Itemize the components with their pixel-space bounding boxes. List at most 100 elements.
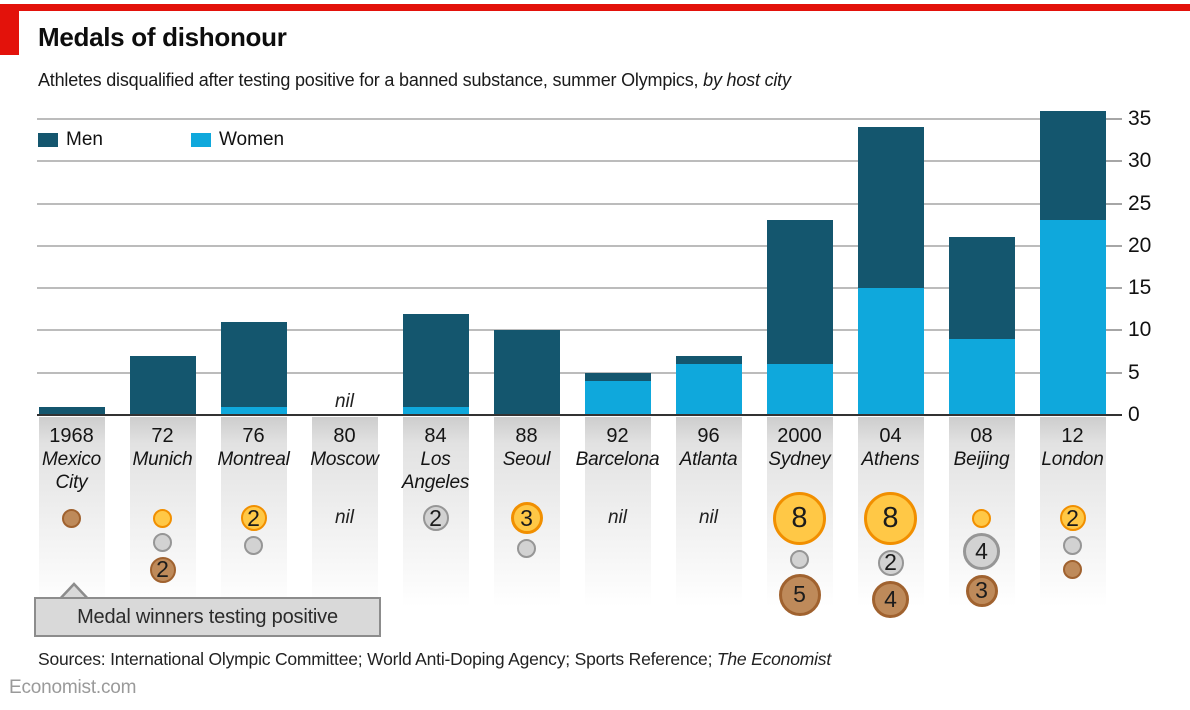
x-label-year: 04: [879, 425, 902, 447]
bar-men-segment: [584, 372, 651, 382]
medal-circle-silver-count: 2: [877, 549, 904, 576]
x-label-city: Angeles: [401, 472, 470, 493]
medal-circle-gold: [972, 508, 991, 528]
subtitle-byline: by host city: [703, 70, 791, 90]
x-axis-label: 1968 Mexico City: [7, 425, 137, 494]
red-top-rule: [0, 4, 1190, 11]
medal-circle-bronze: [1063, 560, 1082, 579]
x-label-year: 88: [515, 425, 538, 447]
x-label-year: 92: [606, 425, 629, 447]
medal-callout-arrow: [57, 582, 91, 601]
y-tick-label: 20: [1128, 233, 1152, 257]
x-axis-label: 2000 Sydney: [735, 425, 865, 471]
y-axis-tick: [1105, 329, 1122, 332]
column-band: [311, 417, 378, 607]
bar-women-segment: [948, 338, 1015, 415]
x-label-city: Seoul: [502, 449, 551, 470]
y-axis-tick: [1105, 287, 1122, 290]
column-band: [675, 417, 742, 607]
y-axis-tick: [1105, 371, 1122, 374]
bar-women-segment: [766, 364, 833, 415]
economist-red-logo-tab: [0, 4, 19, 55]
y-axis-tick: [1105, 118, 1122, 120]
bar-men-segment: [948, 237, 1015, 339]
x-axis-line: [37, 414, 1113, 416]
x-axis-label: 04 Athens: [826, 425, 956, 471]
y-tick-label: 0: [1128, 403, 1140, 426]
medal-nil-label: nil: [698, 507, 718, 528]
x-label-city: Mexico: [42, 449, 101, 470]
bar-men-segment: [1039, 110, 1106, 221]
legend-swatch-men: [38, 133, 58, 147]
x-axis-label: 80 Moscow: [280, 425, 410, 471]
y-tick-label: 25: [1128, 191, 1152, 215]
x-label-city: Munich: [132, 449, 193, 470]
sources-economist: The Economist: [716, 649, 832, 669]
x-label-city: London: [1041, 449, 1104, 470]
x-label-city: Atlanta: [679, 449, 738, 470]
page-title: Medals of dishonour: [38, 22, 287, 52]
x-label-city: Montreal: [217, 449, 290, 470]
x-label-year: 08: [970, 425, 993, 447]
medal-circle-gold-count: 2: [1059, 505, 1086, 531]
bar-men-segment: [402, 313, 469, 407]
y-axis-tick: [1105, 160, 1122, 163]
legend-label-women: Women: [218, 129, 285, 150]
bar-men-segment: [129, 355, 196, 415]
y-axis-tick: [1105, 244, 1122, 247]
x-axis-label: 76 Montreal: [189, 425, 319, 471]
bar-men-segment: [675, 355, 742, 365]
bar-men-segment: [220, 321, 287, 407]
medal-nil-label: nil: [607, 507, 627, 528]
legend-item-men: Men: [38, 129, 103, 151]
x-label-year: 12: [1061, 425, 1084, 447]
medal-circle-bronze-count: 3: [965, 574, 998, 607]
gridline: [37, 244, 1113, 247]
gridline: [37, 371, 1113, 374]
legend-label-men: Men: [66, 129, 103, 150]
bar-women-segment: [857, 288, 924, 415]
bar-men-segment: [493, 330, 560, 415]
x-label-city: City: [55, 472, 88, 493]
subtitle-main: Athletes disqualified after testing posi…: [38, 70, 704, 90]
y-tick-label: 5: [1128, 360, 1140, 384]
x-label-year: 72: [151, 425, 174, 447]
y-axis-tick: [1105, 414, 1122, 416]
column-band: [584, 417, 651, 607]
x-axis-label: 12 London: [1008, 425, 1138, 471]
y-tick-label: 10: [1128, 318, 1152, 342]
bar-nil-label: nil: [334, 391, 354, 412]
medal-circle-gold-count: 8: [864, 491, 917, 545]
legend-item-women: Women: [190, 129, 285, 151]
x-axis-label: 88 Seoul: [462, 425, 592, 471]
medal-circle-bronze-count: 2: [149, 556, 176, 583]
x-label-year: 80: [333, 425, 356, 447]
bar-women-segment: [402, 406, 469, 415]
y-axis-tick: [1105, 202, 1122, 205]
medal-callout-box: Medal winners testing positive: [34, 597, 381, 637]
x-label-year: 1968: [49, 425, 94, 447]
medal-circle-bronze-count: 4: [872, 580, 909, 618]
x-label-year: 76: [242, 425, 265, 447]
page-subtitle: Athletes disqualified after testing posi…: [38, 70, 791, 91]
legend-swatch-women: [190, 133, 211, 147]
x-axis-label: 92 Barcelona: [553, 425, 683, 471]
bar-women-segment: [584, 381, 651, 415]
gridline: [37, 329, 1113, 332]
economist-site-label: Economist.com: [9, 677, 137, 698]
y-tick-label: 15: [1128, 276, 1152, 300]
gridline: [37, 118, 1113, 120]
medal-circle-silver: [153, 532, 172, 552]
medal-circle-bronze: [62, 508, 81, 528]
x-axis-label: 08 Beijing: [917, 425, 1047, 471]
x-label-city: Moscow: [310, 449, 379, 470]
bar-men-segment: [766, 220, 833, 365]
bar-men-segment: [857, 127, 924, 289]
medal-circle-gold-count: 3: [510, 502, 543, 534]
medal-circle-silver-count: 4: [963, 532, 1000, 570]
sources-main: Sources: International Olympic Committee…: [38, 649, 717, 669]
x-label-year: 2000: [777, 425, 822, 447]
x-label-city: Barcelona: [575, 449, 660, 470]
x-label-city: Los: [420, 449, 451, 470]
